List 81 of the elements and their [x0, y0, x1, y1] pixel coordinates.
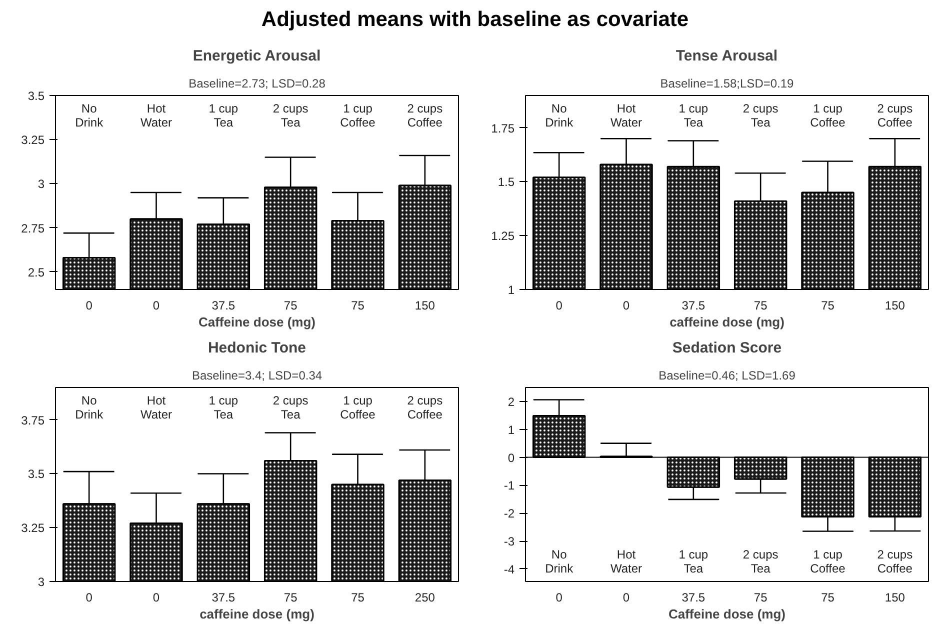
- x-tick-label: 0: [86, 590, 93, 604]
- y-tick-label: 0: [508, 450, 515, 465]
- annotation: 2 cups Tea: [742, 101, 778, 130]
- text: Adjusted means with baseline as covariate: [261, 7, 689, 33]
- y-tick-label: 1: [508, 422, 515, 437]
- annotation: 2 cups Tea: [742, 548, 778, 576]
- annotation: Hot Water: [610, 548, 642, 576]
- y-tick-label: 3: [38, 575, 45, 589]
- x-tick-label: 0: [556, 298, 563, 312]
- x-axis-title: Caffeine dose (mg): [198, 314, 316, 330]
- y-tick-label: 2.75: [21, 221, 45, 236]
- y-tick-label: 3.25: [21, 133, 45, 148]
- x-tick-label: 75: [821, 298, 835, 312]
- chart-subtitle: Baseline=1.58;LSD=0.19: [660, 76, 794, 90]
- annotation: 2 cups Tea: [272, 393, 308, 422]
- x-tick-label: 75: [351, 298, 365, 312]
- annotation: Hot Water: [140, 101, 172, 130]
- chart-title: Energetic Arousal: [192, 48, 321, 64]
- x-axis-title: caffeine dose (mg): [200, 606, 314, 622]
- x-tick-label: 0: [622, 298, 630, 312]
- y-tick-label: -3: [504, 534, 515, 549]
- y-tick-label: 3.5: [28, 467, 45, 482]
- y-tick-label: -1: [504, 478, 515, 493]
- x-tick-label: 150: [884, 590, 906, 604]
- x-axis-title: caffeine dose (mg): [670, 314, 784, 330]
- annotation: 2 cups Coffee: [877, 548, 913, 576]
- y-tick-label: 1: [508, 283, 515, 297]
- y-tick-label: 3.25: [21, 521, 45, 536]
- x-tick-label: 250: [414, 590, 436, 604]
- annotation: 2 cups Coffee: [407, 101, 443, 130]
- y-tick-label: 1.25: [491, 229, 515, 244]
- x-axis-title: Caffeine dose (mg): [668, 606, 786, 622]
- chart-title: Tense Arousal: [676, 48, 778, 64]
- y-tick-label: 3.75: [21, 413, 45, 428]
- annotation: 1 cup Tea: [678, 101, 708, 130]
- y-tick-label: 2: [508, 394, 515, 409]
- x-tick-label: 0: [86, 298, 93, 312]
- x-tick-label: 75: [754, 590, 768, 604]
- x-tick-label: 150: [884, 298, 906, 312]
- annotation: No Drink: [75, 393, 104, 422]
- x-tick-label: 75: [351, 590, 365, 604]
- chart-subtitle: Baseline=2.73; LSD=0.28: [188, 76, 326, 90]
- x-tick-label: 150: [414, 298, 436, 312]
- annotation: Hot Water: [140, 393, 172, 422]
- y-tick-label: 3: [38, 177, 45, 192]
- y-tick-label: -4: [504, 562, 515, 576]
- annotation: No Drink: [545, 101, 574, 130]
- annotation: 1 cup Coffee: [340, 393, 376, 422]
- annotation: 2 cups Tea: [272, 101, 308, 130]
- annotation: 1 cup Coffee: [340, 101, 376, 130]
- chart-title: Hedonic Tone: [208, 340, 306, 356]
- x-tick-label: 75: [284, 590, 298, 604]
- annotation: 1 cup Tea: [678, 548, 708, 576]
- y-tick-label: 2.5: [28, 265, 45, 280]
- x-tick-label: 0: [556, 590, 563, 604]
- annotation: 1 cup Coffee: [810, 101, 846, 130]
- annotation: 1 cup Coffee: [810, 548, 846, 576]
- x-tick-label: 37.5: [212, 298, 236, 312]
- annotation: 2 cups Coffee: [407, 393, 443, 422]
- x-tick-label: 75: [284, 298, 298, 312]
- x-tick-label: 0: [152, 590, 160, 604]
- y-tick-label: 1.75: [491, 121, 515, 136]
- x-tick-label: 37.5: [682, 590, 706, 604]
- annotation: 1 cup Tea: [208, 393, 238, 422]
- chart-title: Sedation Score: [672, 340, 782, 356]
- annotation: Hot Water: [610, 101, 642, 130]
- chart-subtitle: Baseline=0.46; LSD=1.69: [658, 368, 796, 382]
- x-tick-label: 37.5: [212, 590, 236, 604]
- y-tick-label: 3.5: [28, 89, 45, 103]
- x-tick-label: 0: [152, 298, 160, 312]
- chart-subtitle: Baseline=3.4; LSD=0.34: [192, 368, 322, 382]
- annotation: No Drink: [545, 548, 574, 576]
- annotation: 1 cup Tea: [208, 101, 238, 130]
- x-tick-label: 37.5: [682, 298, 706, 312]
- x-tick-label: 0: [622, 590, 630, 604]
- annotation: No Drink: [75, 101, 104, 130]
- y-tick-label: -2: [504, 506, 515, 521]
- x-tick-label: 75: [754, 298, 768, 312]
- y-tick-label: 1.5: [498, 175, 515, 190]
- annotation: 2 cups Coffee: [877, 101, 913, 130]
- x-tick-label: 75: [821, 590, 835, 604]
